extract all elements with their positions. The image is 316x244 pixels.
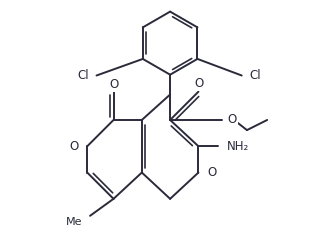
Text: O: O <box>195 77 204 90</box>
Text: O: O <box>109 78 118 91</box>
Text: O: O <box>228 113 237 126</box>
Text: Cl: Cl <box>78 69 89 82</box>
Text: O: O <box>69 140 78 153</box>
Text: NH₂: NH₂ <box>227 140 249 153</box>
Text: O: O <box>207 166 216 179</box>
Text: Cl: Cl <box>249 69 261 82</box>
Text: Me: Me <box>65 217 82 227</box>
